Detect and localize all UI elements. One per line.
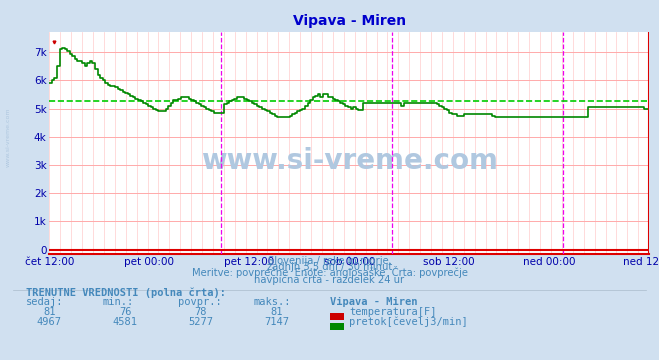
Text: 4967: 4967	[37, 317, 62, 327]
Text: TRENUTNE VREDNOSTI (polna črta):: TRENUTNE VREDNOSTI (polna črta):	[26, 287, 226, 298]
Text: sedaj:: sedaj:	[26, 297, 64, 307]
Text: Vipava - Miren: Vipava - Miren	[330, 297, 417, 307]
Text: temperatura[F]: temperatura[F]	[349, 307, 437, 317]
Text: 81: 81	[271, 307, 283, 317]
Text: 5277: 5277	[188, 317, 214, 327]
Text: 78: 78	[195, 307, 207, 317]
Text: navpična črta - razdelek 24 ur: navpična črta - razdelek 24 ur	[254, 274, 405, 285]
Text: 76: 76	[119, 307, 131, 317]
Text: maks.:: maks.:	[254, 297, 291, 307]
Text: 81: 81	[43, 307, 55, 317]
Text: www.si-vreme.com: www.si-vreme.com	[201, 147, 498, 175]
Text: povpr.:: povpr.:	[178, 297, 221, 307]
Text: Slovenija / reke in morje.: Slovenija / reke in morje.	[268, 256, 391, 266]
Text: 4581: 4581	[113, 317, 138, 327]
Text: pretok[čevelj3/min]: pretok[čevelj3/min]	[349, 316, 468, 327]
Text: 7147: 7147	[264, 317, 289, 327]
Text: www.si-vreme.com: www.si-vreme.com	[5, 107, 11, 167]
Text: zadnjh 3,5 dni / 30 minut: zadnjh 3,5 dni / 30 minut	[267, 262, 392, 272]
Title: Vipava - Miren: Vipava - Miren	[293, 14, 406, 28]
Text: Meritve: povprečne  Enote: anglosaške  Črta: povprečje: Meritve: povprečne Enote: anglosaške Črt…	[192, 266, 467, 279]
Text: min.:: min.:	[102, 297, 133, 307]
